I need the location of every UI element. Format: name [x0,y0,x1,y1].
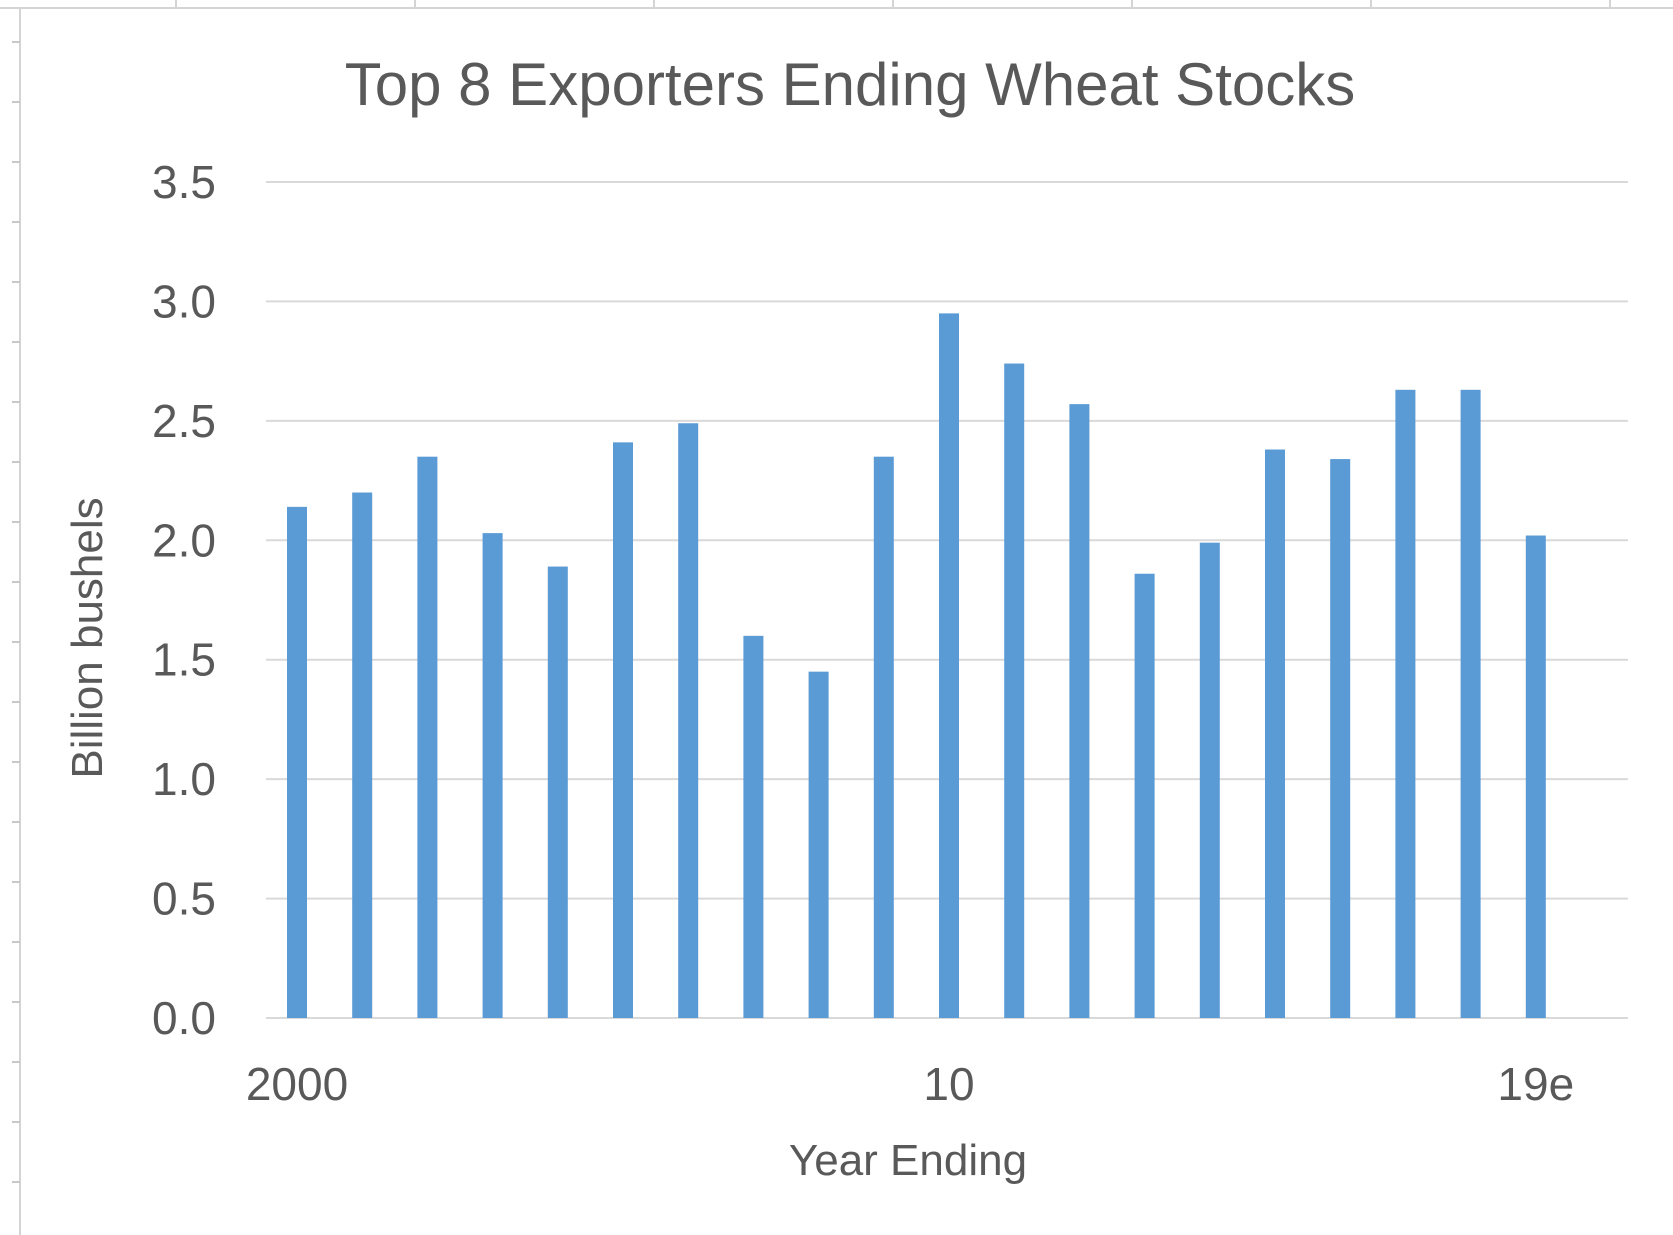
x-axis-title: Year Ending [789,1136,1027,1185]
y-tick-label: 0.0 [152,992,216,1044]
bar [417,456,438,1019]
sheet-column-ticks [175,0,1611,8]
bar [1134,573,1155,1018]
bar [482,533,503,1018]
y-axis-tick-labels: 0.0 0.5 1.0 1.5 2.0 2.5 3.0 3.5 [152,156,216,1044]
bar [873,456,894,1019]
bar [613,442,633,1019]
chart-title: Top 8 Exporters Ending Wheat Stocks [345,51,1356,118]
y-tick-label: 2.0 [152,514,216,566]
bar [547,566,568,1018]
bar [1069,404,1090,1018]
y-tick-label: 0.5 [152,873,216,925]
bar [743,635,764,1018]
sheet-row-ticks [12,41,20,1183]
bar [1525,535,1546,1018]
y-tick-label: 3.0 [152,275,216,327]
bar [1265,449,1285,1018]
spreadsheet-background [0,7,1673,1235]
bar [939,313,959,1018]
bar [678,423,699,1018]
bar [1004,363,1025,1018]
bar [1460,389,1481,1018]
bar [808,671,829,1018]
bar [287,506,307,1018]
y-tick-label: 1.5 [152,634,216,686]
bar [1199,542,1220,1018]
y-tick-label: 3.5 [152,156,216,208]
x-axis-tick-labels: 2000 10 19e [246,1058,1574,1110]
bar [1395,389,1416,1018]
y-tick-label: 1.0 [152,753,216,805]
bar [1330,459,1351,1018]
x-tick-label: 10 [923,1058,974,1110]
x-tick-label: 19e [1497,1058,1574,1110]
bar-series [287,313,1546,1019]
y-tick-label: 2.5 [152,395,216,447]
y-axis-title: Billion bushels [63,497,112,778]
bar [352,492,373,1018]
x-tick-label: 2000 [246,1058,348,1110]
